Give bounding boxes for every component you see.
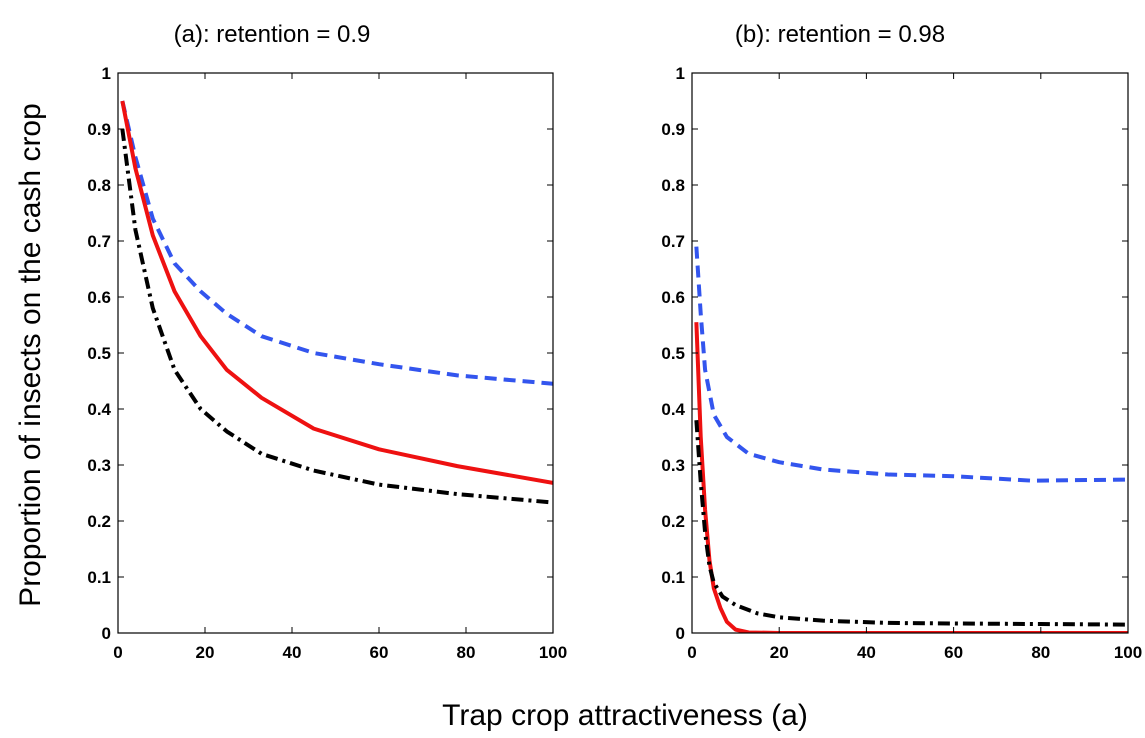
y-tick-label-b: 0 — [676, 624, 685, 643]
x-tick-label-b: 40 — [857, 643, 876, 662]
y-tick-label-a: 0.9 — [87, 120, 111, 139]
y-tick-label-b: 0.7 — [661, 232, 685, 251]
y-tick-label-b: 0.4 — [661, 400, 685, 419]
y-tick-label-b: 0.2 — [661, 512, 685, 531]
x-tick-label-a: 40 — [283, 643, 302, 662]
y-tick-label-b: 0.5 — [661, 344, 685, 363]
y-tick-label-b: 0.6 — [661, 288, 685, 307]
y-tick-label-a: 0.2 — [87, 512, 111, 531]
x-axis-label: Trap crop attractiveness (a) — [442, 699, 808, 732]
x-tick-label-a: 0 — [113, 643, 122, 662]
plot-frame-a — [117, 72, 554, 634]
series-line-dashed-b — [694, 246, 1128, 483]
y-tick-label-a: 0.1 — [87, 568, 111, 587]
series-line-dashed-a — [120, 100, 553, 386]
chart-panel-a: (a): retention = 0.9 0 20 40 60 80 100 0 0.1 0.2 0… — [87, 21, 567, 662]
y-tick-label-a: 0.4 — [87, 400, 111, 419]
y-tick-label-b: 0.1 — [661, 568, 685, 587]
series-line-solid-a — [120, 100, 553, 485]
x-tick-label-a: 100 — [539, 643, 567, 662]
y-tick-label-b: 0.8 — [661, 176, 685, 195]
chart-panel-b: (b): retention = 0.98 0 20 40 60 80 100 0 0.1 0.2… — [661, 21, 1142, 662]
x-tick-label-b: 20 — [770, 643, 789, 662]
y-axis-label: Proportion of insects on the cash crop — [14, 103, 47, 607]
y-tick-label-a: 0.6 — [87, 288, 111, 307]
x-tick-label-a: 80 — [457, 643, 476, 662]
y-tick-label-a: 0 — [102, 624, 111, 643]
x-tick-label-b: 0 — [687, 643, 696, 662]
y-tick-label-a: 0.3 — [87, 456, 111, 475]
y-tick-label-a: 0.8 — [87, 176, 111, 195]
y-tick-label-b: 0.3 — [661, 456, 685, 475]
series-line-dashdot-b — [694, 420, 1128, 627]
y-tick-label-b: 1 — [676, 64, 685, 83]
x-tick-label-b: 80 — [1031, 643, 1050, 662]
y-tick-label-b: 0.9 — [661, 120, 685, 139]
y-tick-label-a: 0.7 — [87, 232, 111, 251]
panel-title-b: (b): retention = 0.98 — [735, 21, 945, 48]
x-tick-label-b: 60 — [944, 643, 963, 662]
x-tick-label-a: 20 — [196, 643, 215, 662]
series-line-dashdot-a — [120, 128, 553, 505]
series-line-solid-b — [694, 322, 1128, 633]
panel-title-a: (a): retention = 0.9 — [174, 21, 371, 48]
y-tick-label-a: 1 — [102, 64, 111, 83]
y-tick-label-a: 0.5 — [87, 344, 111, 363]
x-tick-label-b: 100 — [1114, 643, 1142, 662]
x-tick-label-a: 60 — [370, 643, 389, 662]
plot-frame-b — [691, 72, 1129, 634]
